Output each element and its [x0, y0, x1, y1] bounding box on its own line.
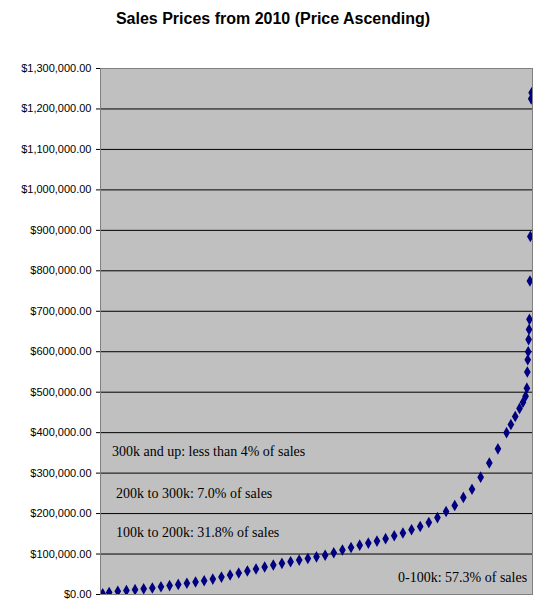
- svg-text:$1,300,000.00: $1,300,000.00: [21, 62, 91, 74]
- html-text:0-100k: 57.3% of sales: 0-100k: 57.3% of sales: [398, 570, 528, 585]
- svg-text:$400,000.00: $400,000.00: [30, 426, 91, 438]
- svg-text:$1,100,000.00: $1,100,000.00: [21, 143, 91, 155]
- html-text:200k to 300k: 7.0% of sales: 200k to 300k: 7.0% of sales: [116, 486, 273, 501]
- svg-text:$600,000.00: $600,000.00: [30, 345, 91, 357]
- svg-text:$500,000.00: $500,000.00: [30, 386, 91, 398]
- svg-text:$0.00: $0.00: [64, 588, 92, 600]
- svg-text:$300,000.00: $300,000.00: [30, 467, 91, 479]
- html-text:Sales Prices from 2010 (Price: Sales Prices from 2010 (Price Ascending): [115, 10, 431, 27]
- svg-text:$100,000.00: $100,000.00: [30, 548, 91, 560]
- svg-text:$1,000,000.00: $1,000,000.00: [21, 183, 91, 195]
- svg-text:$1,200,000.00: $1,200,000.00: [21, 102, 91, 114]
- html-text:100k to 200k: 31.8% of sales: 100k to 200k: 31.8% of sales: [116, 525, 280, 540]
- svg-text:$900,000.00: $900,000.00: [30, 224, 91, 236]
- svg-text:$800,000.00: $800,000.00: [30, 264, 91, 276]
- svg-text:$700,000.00: $700,000.00: [30, 305, 91, 317]
- svg-text:$200,000.00: $200,000.00: [30, 507, 91, 519]
- html-text:300k and up: less than 4% of s: 300k and up: less than 4% of sales: [112, 444, 306, 459]
